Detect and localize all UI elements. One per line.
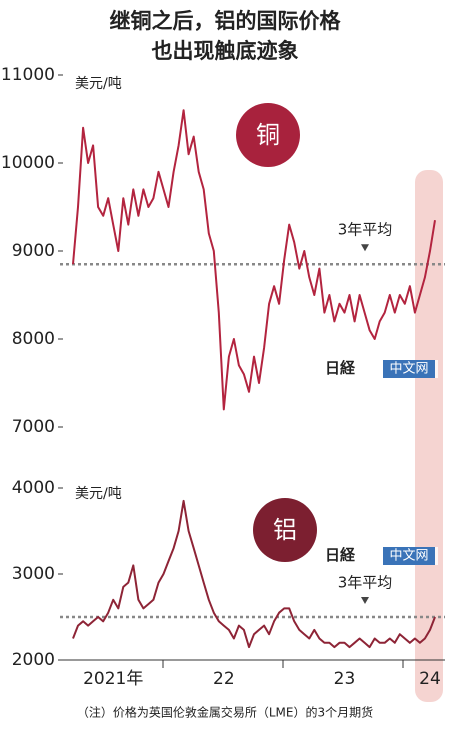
- footnote: （注）价格为英国伦敦金属交易所（LME）的3个月期货: [77, 705, 373, 720]
- y-tick-label: 7000: [12, 417, 55, 437]
- x-tick-label: 22: [213, 669, 235, 689]
- chart-title: 继铜之后，铝的国际价格: [110, 9, 342, 33]
- watermark: 中文网: [389, 362, 428, 377]
- y-tick-label: 9000: [12, 241, 55, 261]
- reference-label: 3年平均: [338, 574, 393, 592]
- badge-label: 铜: [256, 121, 280, 149]
- watermark: 日経: [325, 546, 356, 564]
- reference-marker: [361, 597, 369, 604]
- watermark-box: [383, 360, 435, 378]
- badge: [253, 498, 317, 562]
- y-tick-label: 11000: [1, 65, 55, 85]
- watermark: 日経: [325, 359, 356, 377]
- chart-title: 也出现触底迹象: [152, 39, 299, 63]
- y-tick-label: 10000: [1, 153, 55, 173]
- y-tick-label: 2000: [12, 650, 55, 670]
- y-tick-label: 3000: [12, 564, 55, 584]
- x-tick-label: 23: [334, 669, 356, 689]
- price-line: [72, 499, 436, 649]
- y-axis-label: 美元/吨: [75, 486, 122, 502]
- watermark: 中文网: [389, 549, 428, 564]
- x-tick-label: 2021年: [83, 669, 143, 689]
- y-tick-label: 4000: [12, 478, 55, 498]
- badge: [236, 103, 300, 167]
- reference-label: 3年平均: [338, 221, 393, 239]
- x-tick-label: 24: [419, 669, 441, 689]
- y-tick-label: 8000: [12, 329, 55, 349]
- watermark-box: [383, 547, 435, 565]
- y-axis-label: 美元/吨: [75, 76, 122, 92]
- reference-marker: [361, 244, 369, 252]
- highlight-band: [415, 170, 443, 702]
- price-line: [72, 109, 436, 411]
- badge-label: 铝: [273, 516, 297, 544]
